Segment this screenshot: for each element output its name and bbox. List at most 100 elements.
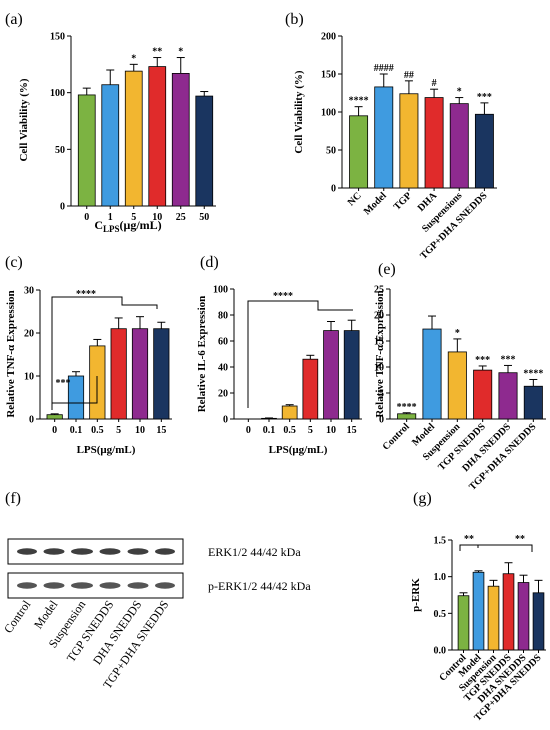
panel-label-e: (e) <box>378 261 396 278</box>
chart-a-bar-4 <box>171 73 190 207</box>
chart-e-bar-4 <box>498 372 518 420</box>
blot-band-1-0 <box>17 582 37 589</box>
chart-c-xtick-label-0: 0 <box>52 425 57 436</box>
chart-b-sig-5: *** <box>477 92 492 103</box>
chart-a-ytick-label-2: 100 <box>50 88 65 99</box>
chart-a-sig-3: ** <box>152 47 162 58</box>
chart-c-ytick-label-2: 20 <box>24 329 34 340</box>
chart-g: 0.00.51.01.5p-ERKControlModelSuspensionT… <box>410 536 546 724</box>
chart-a-xlabel-sub: LPS <box>103 224 120 234</box>
chart-b-xtick-label-1: Model <box>362 190 389 217</box>
blot-band-1-1 <box>43 582 65 589</box>
chart-c-xtick-label-2: 0.5 <box>91 425 104 436</box>
chart-e-sig-0: **** <box>397 402 417 413</box>
chart-a-xtick-label-0: 0 <box>84 212 89 223</box>
chart-e-bar-2 <box>447 351 467 420</box>
chart-d-xtick-label-4: 10 <box>326 425 336 436</box>
panel-label-g: (g) <box>413 490 432 507</box>
chart-d-xtick-label-2: 0.5 <box>283 425 296 436</box>
chart-a-xlabel-main: C <box>94 218 103 232</box>
chart-c-bar-0 <box>46 414 63 420</box>
western-blot: ERK1/2 44/42 kDa p-ERK1/2 44/42 kDa Cont… <box>1 538 311 691</box>
blot-band-0-3 <box>99 548 121 555</box>
chart-a-xlabel: CLPS(μg/mL) <box>94 218 161 234</box>
blot-band-0-1 <box>43 548 65 555</box>
panel-label-c: (c) <box>5 254 23 271</box>
chart-e-sig-3: *** <box>475 355 490 366</box>
chart-c-bracket-star4-label: **** <box>76 289 96 300</box>
chart-c-xlabel: LPS(μg/mL) <box>77 444 136 456</box>
chart-d-xtick-label-1: 0.1 <box>263 425 276 436</box>
chart-d-ytick-label-4: 80 <box>218 311 228 322</box>
chart-d-bar-2 <box>281 405 298 420</box>
chart-d-ytick-label-0: 0 <box>223 415 228 426</box>
chart-b-sig-3: # <box>432 78 437 89</box>
chart-d-bar-5 <box>343 330 360 420</box>
chart-d-bar-3 <box>302 358 319 420</box>
chart-e-ylabel: Relative TNF-α Expression <box>374 290 386 417</box>
chart-b-ytick-label-0: 0 <box>331 184 336 195</box>
chart-b-ytick-label-3: 150 <box>321 70 336 81</box>
chart-c-brackets <box>51 296 158 410</box>
chart-c-ylabel: Relative TNF-α Expression <box>5 290 17 417</box>
chart-a-xtick-label-3: 10 <box>152 212 162 223</box>
chart-a-bar-5 <box>195 95 214 207</box>
chart-e-bar-5 <box>523 385 543 420</box>
chart-c-bar-1 <box>67 375 85 420</box>
chart-a-xtick-label-1: 1 <box>108 212 113 223</box>
chart-g-bar-4 <box>517 582 530 651</box>
chart-b-bar-1 <box>374 86 394 189</box>
chart-c-xtick-label-4: 10 <box>135 425 145 436</box>
chart-b-ytick-label-1: 50 <box>326 146 336 157</box>
blot-label-perk: p-ERK1/2 44/42 kDa <box>208 579 311 593</box>
chart-b-sig-4: * <box>457 87 462 98</box>
chart-c-bar-5 <box>153 328 170 420</box>
chart-a-ytick-label-0: 0 <box>60 202 65 213</box>
chart-d-bracket-label: **** <box>273 291 293 302</box>
chart-g-bracket-right-label: ** <box>515 534 525 545</box>
chart-g-bracket-left <box>459 544 479 551</box>
chart-g-bar-1 <box>472 571 485 651</box>
chart-g-ytick-label-3: 1.5 <box>434 536 447 547</box>
chart-g-bracket-left-label: ** <box>464 534 474 545</box>
chart-b-bar-5 <box>474 113 494 189</box>
chart-b-bar-2 <box>399 93 419 189</box>
chart-g-bar-2 <box>487 585 500 651</box>
blot-label-erk: ERK1/2 44/42 kDa <box>208 545 301 559</box>
blot-band-0-4 <box>127 548 149 555</box>
chart-b-ytick-label-4: 200 <box>321 32 336 43</box>
chart-c-bar-3 <box>110 328 127 420</box>
chart-b-sig-2: ## <box>404 70 414 81</box>
chart-e-bar-1 <box>422 328 442 420</box>
chart-b-sig-0: **** <box>349 96 369 107</box>
chart-g-bracket-right <box>477 544 533 552</box>
chart-d-xtick-label-5: 15 <box>347 425 357 436</box>
chart-c: 0 10 20 30 Relative TNF-α Expression LPS(μg/m… <box>5 286 172 456</box>
chart-e-sig-4: *** <box>501 354 516 365</box>
blot-strip-perk <box>7 572 184 599</box>
chart-d-ytick-label-3: 60 <box>218 337 228 348</box>
chart-b-ytick-label-2: 100 <box>321 108 336 119</box>
chart-a-xtick-label-2: 5 <box>131 212 136 223</box>
chart-e-sig-5: **** <box>523 368 543 379</box>
chart-d-xlabel: LPS(μg/mL) <box>269 444 328 456</box>
panel-label-b: (b) <box>285 11 304 28</box>
chart-a: 0 50 100 150 Cell Viability (%) 0 1 * 5 ** 10 * 25 50 <box>18 32 216 223</box>
chart-g-bar-3 <box>502 573 515 651</box>
chart-b-bar-0 <box>349 115 369 189</box>
chart-a-ytick-label-1: 50 <box>55 145 65 156</box>
chart-e-sig-2: * <box>455 328 460 339</box>
chart-g-brackets <box>459 544 533 552</box>
chart-b-bar-4 <box>449 103 469 189</box>
blot-band-0-0 <box>17 548 37 555</box>
chart-c-xtick-label-5: 15 <box>156 425 166 436</box>
chart-d-ytick-label-1: 20 <box>218 389 228 400</box>
chart-b-bar-3 <box>424 97 444 189</box>
blot-bands <box>17 548 175 589</box>
chart-c-ytick-label-3: 30 <box>24 286 34 297</box>
chart-e-bar-0 <box>397 413 417 420</box>
chart-c-xtick-label-3: 5 <box>116 425 121 436</box>
chart-e-ytick-label-1: 5 <box>379 389 384 400</box>
